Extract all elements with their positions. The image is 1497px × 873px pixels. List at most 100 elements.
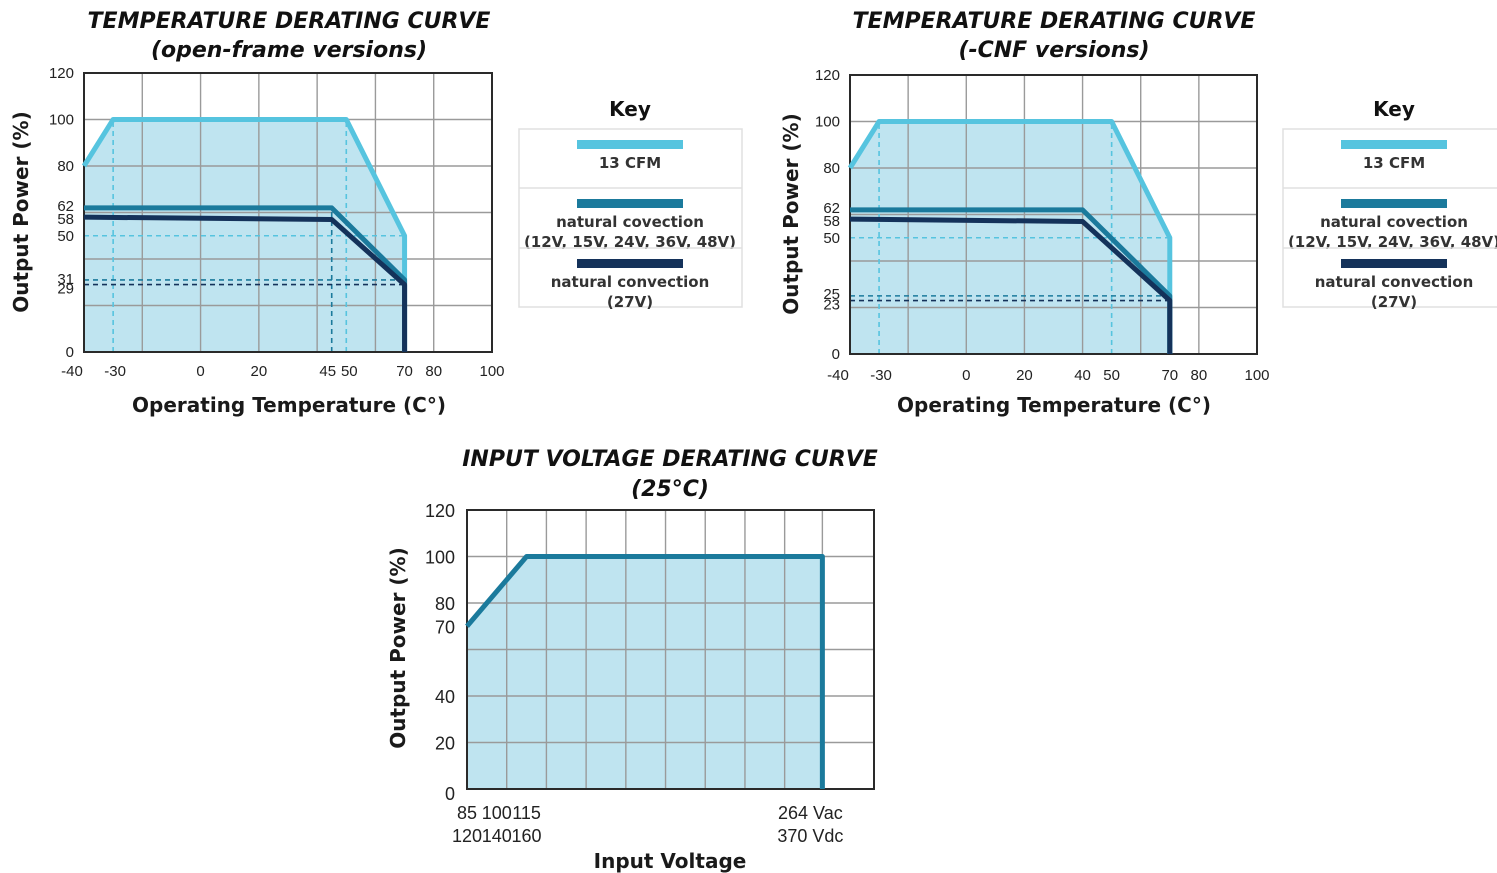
x-tick-label: 20 [1016,367,1033,384]
y-tick-label: 100 [425,548,455,568]
key-label: natural convection [1315,273,1474,291]
key-swatch [577,140,683,149]
key-swatch [1341,259,1447,268]
key-label: (27V) [1371,293,1417,311]
y-tick-label: 62 [57,198,74,215]
key-swatch [1341,140,1447,149]
chart3-subtitle: (25°C) [631,477,709,502]
y-tick-label: 58 [57,211,74,228]
x-tick-label: 140 [482,826,512,846]
chart2-subtitle: (-CNF versions) [958,38,1149,63]
y-tick-label: 20 [435,734,455,754]
y-tick-label: 29 [57,281,74,298]
key-swatch [577,259,683,268]
y-tick-label: 0 [66,344,74,361]
key-swatch [1341,199,1447,208]
key-label: (12V, 15V, 24V, 36V, 48V) [524,233,736,251]
x-tick-label: 85 [457,803,477,823]
plot-frame [466,509,875,790]
chart2-x-axis-label: Operating Temperature (C°) [897,393,1211,417]
y-tick-label: 80 [57,158,74,175]
key-label: natural covection [1320,213,1468,231]
x-tick-label: 70 [1161,367,1178,384]
x-tick-label: -40 [827,367,849,384]
x-tick-label: 100 [482,803,512,823]
chart3-title: INPUT VOLTAGE DERATING CURVE [462,447,878,472]
chart2-title: TEMPERATURE DERATING CURVE [853,9,1256,34]
x-tick-label: 50 [341,363,358,380]
key-label: 13 CFM [599,154,661,172]
y-tick-label: 58 [823,213,840,230]
y-tick-label: 0 [832,346,840,363]
x-tick-label: 80 [425,363,442,380]
chart3-x-axis-label: Input Voltage [594,849,747,873]
x-tick-label: 0 [196,363,204,380]
shaded-region [467,556,823,789]
x-tick-label: -30 [870,367,892,384]
x-tick-label: -30 [104,363,126,380]
series-line-1 [847,119,1173,354]
series-line-3 [849,216,1173,354]
chart1-key: Key 13 CFM natural covection (12V, 15V, 24V… [518,97,743,311]
x-tick-label: 120 [452,826,482,846]
y-tick-label: 80 [435,594,455,614]
x-tick-label: 0 [962,367,970,384]
key-label: natural convection [551,273,710,291]
key-label: (12V, 15V, 24V, 36V, 48V) [1288,233,1497,251]
x-tick-label: 370 Vdc [777,826,843,846]
y-tick-label: 80 [823,160,840,177]
y-tick-label: 31 [57,271,74,288]
series-line-1 [465,554,825,789]
x-tick-label: 40 [1074,367,1091,384]
y-tick-label: 70 [435,617,455,637]
key-heading: Key [609,97,651,121]
chart1-x-axis-label: Operating Temperature (C°) [132,393,446,417]
x-tick-label: 264 Vac [778,803,843,823]
chart3-y-axis-label: Output Power (%) [386,547,410,748]
chart1-y-axis-label: Output Power (%) [9,111,33,312]
x-tick-label: 115 [512,803,541,823]
y-tick-label: 50 [823,230,840,247]
key-label: (27V) [607,293,653,311]
x-tick-label: 20 [251,363,268,380]
x-tick-label: 80 [1191,367,1208,384]
y-tick-label: 120 [49,65,74,82]
chart2-key: Key 13 CFM natural covection (12V, 15V, 24V… [1282,97,1497,311]
chart2-y-axis-label: Output Power (%) [779,113,803,314]
key-box [1282,128,1497,308]
series-line-1 [81,117,408,352]
x-tick-label: 100 [479,363,504,380]
key-heading: Key [1373,97,1415,121]
y-tick-label: 40 [435,687,455,707]
shaded-region [84,119,405,352]
x-tick-label: 50 [1103,367,1120,384]
key-label: 13 CFM [1363,154,1425,172]
key-swatch [577,199,683,208]
series-line-3 [83,214,408,352]
key-box [518,128,743,308]
y-tick-label: 100 [815,114,840,131]
plot-frame [83,72,493,353]
x-tick-label: -40 [61,363,83,380]
y-tick-label: 120 [815,67,840,84]
x-tick-label: 160 [512,826,542,846]
y-tick-label: 23 [823,297,840,314]
x-tick-label: 100 [1244,367,1269,384]
key-label: natural covection [556,213,704,231]
y-tick-label: 120 [425,501,455,521]
y-tick-label: 62 [823,200,840,217]
chart1-subtitle: (open-frame versions) [151,38,427,63]
x-tick-label: 70 [396,363,413,380]
y-tick-label: 0 [445,784,455,804]
x-tick-label: 45 [319,363,336,380]
plot-frame [849,74,1258,355]
y-tick-label: 100 [49,112,74,129]
shaded-region [850,121,1170,354]
chart1-title: TEMPERATURE DERATING CURVE [88,9,491,34]
y-tick-label: 50 [57,228,74,245]
y-tick-label: 25 [823,286,840,303]
